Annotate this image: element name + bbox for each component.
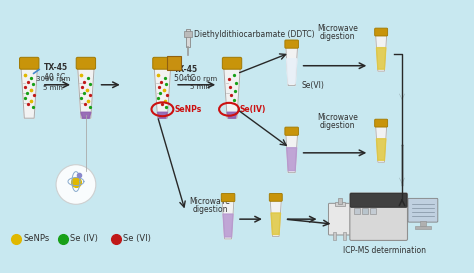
Polygon shape: [222, 201, 234, 239]
Text: ICP-MS determination: ICP-MS determination: [343, 246, 426, 255]
Circle shape: [56, 165, 96, 204]
Polygon shape: [376, 139, 386, 160]
Polygon shape: [227, 112, 237, 118]
Bar: [362, 208, 368, 214]
FancyBboxPatch shape: [285, 40, 299, 48]
FancyBboxPatch shape: [222, 57, 242, 69]
Polygon shape: [78, 68, 94, 118]
Polygon shape: [224, 68, 240, 118]
Text: TX-45: TX-45: [44, 63, 68, 72]
Text: TX-45: TX-45: [174, 66, 198, 75]
Polygon shape: [287, 148, 297, 171]
Polygon shape: [271, 213, 281, 235]
Text: 5 min: 5 min: [190, 84, 210, 90]
Bar: [333, 232, 337, 240]
FancyBboxPatch shape: [350, 193, 408, 241]
FancyBboxPatch shape: [350, 193, 407, 207]
Text: 50 °C: 50 °C: [174, 74, 195, 83]
Polygon shape: [376, 35, 387, 71]
Text: 40 °C: 40 °C: [44, 73, 65, 82]
FancyBboxPatch shape: [76, 57, 96, 69]
Text: Se(IV): Se(IV): [240, 105, 266, 114]
Polygon shape: [376, 126, 387, 162]
Text: 4000 rpm: 4000 rpm: [183, 76, 217, 82]
Polygon shape: [286, 134, 298, 173]
FancyBboxPatch shape: [285, 127, 299, 135]
FancyBboxPatch shape: [19, 57, 39, 69]
Bar: [420, 221, 426, 226]
Polygon shape: [376, 48, 386, 69]
Text: Microwave: Microwave: [317, 113, 358, 122]
Bar: [184, 31, 192, 37]
FancyBboxPatch shape: [221, 193, 235, 202]
Bar: [354, 208, 360, 214]
Text: Se(VI): Se(VI): [301, 81, 325, 90]
Polygon shape: [154, 68, 171, 118]
Text: 5 min: 5 min: [43, 85, 63, 91]
Text: Diethyldithiocarbamate (DDTC): Diethyldithiocarbamate (DDTC): [194, 29, 315, 38]
FancyBboxPatch shape: [328, 203, 352, 235]
Polygon shape: [81, 112, 91, 118]
FancyBboxPatch shape: [374, 28, 388, 36]
Polygon shape: [223, 214, 233, 237]
Polygon shape: [286, 47, 298, 85]
Bar: [186, 29, 190, 47]
Polygon shape: [287, 59, 297, 84]
FancyBboxPatch shape: [374, 119, 388, 127]
Polygon shape: [270, 200, 281, 236]
FancyBboxPatch shape: [408, 198, 438, 222]
Text: SeNPs: SeNPs: [174, 105, 201, 114]
Bar: [336, 202, 346, 206]
FancyBboxPatch shape: [269, 193, 282, 201]
Text: Microwave: Microwave: [317, 24, 358, 33]
Bar: [370, 208, 376, 214]
Text: Se (VI): Se (VI): [123, 235, 151, 244]
Polygon shape: [21, 68, 37, 118]
FancyBboxPatch shape: [153, 57, 172, 69]
Text: Se (IV): Se (IV): [70, 235, 98, 244]
Text: Microwave: Microwave: [190, 197, 230, 206]
Text: digestion: digestion: [192, 205, 228, 214]
Text: digestion: digestion: [319, 121, 355, 130]
Text: SeNPs: SeNPs: [23, 235, 49, 244]
Polygon shape: [157, 112, 167, 118]
Bar: [343, 232, 346, 240]
Bar: [338, 198, 342, 204]
Text: digestion: digestion: [319, 32, 355, 41]
Bar: [415, 226, 431, 229]
Text: 3000 rpm: 3000 rpm: [36, 76, 70, 82]
